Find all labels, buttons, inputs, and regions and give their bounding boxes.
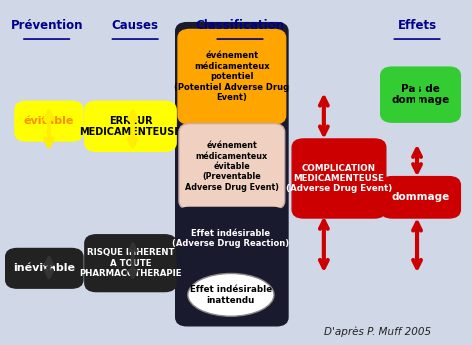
FancyBboxPatch shape	[15, 101, 83, 141]
Text: dommage: dommage	[391, 192, 450, 202]
FancyBboxPatch shape	[381, 177, 460, 218]
Text: ERREUR
MEDICAMENTEUSE: ERREUR MEDICAMENTEUSE	[80, 116, 181, 137]
FancyBboxPatch shape	[179, 124, 285, 209]
Text: Pas de
dommage: Pas de dommage	[391, 84, 450, 106]
FancyBboxPatch shape	[177, 207, 285, 269]
Text: Causes: Causes	[112, 19, 159, 32]
Text: Effet indésirable
(Adverse Drug Reaction): Effet indésirable (Adverse Drug Reaction…	[172, 229, 289, 248]
Text: évitable: évitable	[24, 116, 74, 126]
Text: événement
médicamenteux
évitable
(Preventable
Adverse Drug Event): événement médicamenteux évitable (Preven…	[185, 141, 279, 192]
Text: RISQUE INHERENT
A TOUTE
PHARMACOTHERAPIE: RISQUE INHERENT A TOUTE PHARMACOTHERAPIE	[79, 248, 182, 278]
Text: Effet indésirable
inattendu: Effet indésirable inattendu	[190, 285, 272, 305]
FancyBboxPatch shape	[85, 101, 176, 151]
FancyBboxPatch shape	[381, 67, 460, 122]
Text: Prévention: Prévention	[10, 19, 83, 32]
Text: Effets: Effets	[397, 19, 437, 32]
FancyBboxPatch shape	[292, 139, 386, 218]
FancyBboxPatch shape	[178, 29, 286, 124]
Text: D'après P. Muff 2005: D'après P. Muff 2005	[324, 326, 431, 337]
Text: inévitable: inévitable	[13, 263, 76, 273]
Ellipse shape	[188, 274, 274, 316]
FancyBboxPatch shape	[85, 235, 176, 292]
FancyBboxPatch shape	[6, 248, 83, 288]
Text: Classification: Classification	[195, 19, 285, 32]
Text: COMPLICATION
MEDICAMENTEUSE
(Adverse Drug Event): COMPLICATION MEDICAMENTEUSE (Adverse Dru…	[286, 164, 392, 194]
Text: événement
médicamenteux
potentiel
(Potentiel Adverse Drug
Event): événement médicamenteux potentiel (Poten…	[174, 51, 289, 102]
FancyBboxPatch shape	[176, 23, 288, 326]
